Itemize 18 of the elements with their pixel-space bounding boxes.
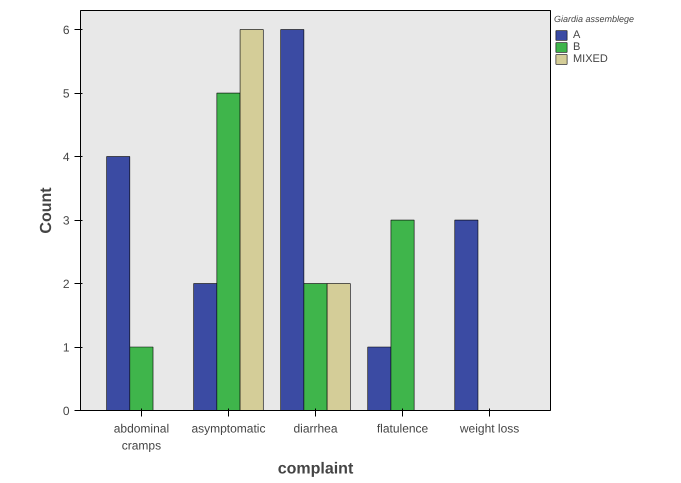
y-tick-label: 5 — [62, 86, 70, 101]
x-tick-label: flatulence — [376, 422, 429, 436]
x-tick-label: weight loss — [458, 422, 520, 436]
y-tick-label: 2 — [62, 277, 70, 292]
y-tick-label: 6 — [62, 23, 70, 38]
y-tick-label: 4 — [62, 150, 70, 164]
legend-label: A — [573, 29, 582, 41]
y-tick-label: 0 — [62, 404, 70, 418]
y-axis-title: Count — [38, 186, 55, 234]
x-tick-label: asymptomatic — [191, 422, 266, 436]
legend-title: Giardia assemblege — [554, 14, 634, 24]
x-tick-label: diarrhea — [293, 422, 338, 436]
legend-label: B — [573, 41, 582, 53]
x-tick-label: abdominal cramps — [114, 422, 170, 452]
x-axis-title: complaint — [278, 460, 354, 478]
legend-label: MIXED — [573, 53, 608, 65]
y-tick-label: 3 — [62, 214, 70, 228]
y-tick-label: 1 — [62, 340, 70, 355]
